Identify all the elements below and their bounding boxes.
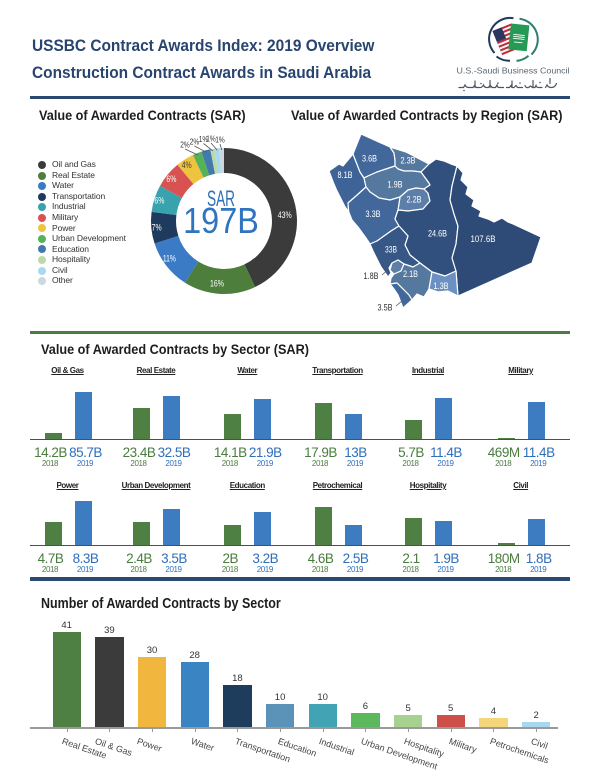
svg-text:3.5B: 3.5B (378, 303, 393, 313)
svg-text:43%: 43% (278, 210, 292, 221)
svg-text:3.3B: 3.3B (366, 209, 381, 219)
svg-text:U.S.-Saudi Business Council: U.S.-Saudi Business Council (457, 67, 570, 76)
svg-text:1%: 1% (199, 135, 209, 144)
svg-text:3.6B: 3.6B (362, 154, 377, 164)
svg-text:1.3B: 1.3B (434, 281, 449, 291)
svg-text:7%: 7% (152, 222, 162, 233)
svg-text:1%: 1% (206, 135, 216, 144)
svg-text:33B: 33B (385, 245, 397, 255)
svg-text:1.8B: 1.8B (364, 271, 379, 281)
svg-text:2%: 2% (190, 138, 200, 147)
svg-text:4%: 4% (182, 160, 192, 171)
svg-text:107.6B: 107.6B (471, 234, 496, 244)
svg-text:2.2B: 2.2B (407, 195, 422, 205)
svg-text:24.6B: 24.6B (428, 229, 447, 239)
svg-text:2.3B: 2.3B (401, 156, 416, 166)
svg-text:6%: 6% (166, 174, 176, 185)
svg-text:1.9B: 1.9B (388, 180, 403, 190)
svg-text:16%: 16% (210, 278, 224, 289)
svg-text:6%: 6% (154, 195, 164, 206)
svg-text:8.1B: 8.1B (338, 170, 353, 180)
svg-text:11%: 11% (163, 253, 176, 264)
svg-text:1%: 1% (215, 136, 225, 145)
svg-text:2%: 2% (180, 141, 190, 150)
svg-text:2.1B: 2.1B (403, 269, 418, 279)
